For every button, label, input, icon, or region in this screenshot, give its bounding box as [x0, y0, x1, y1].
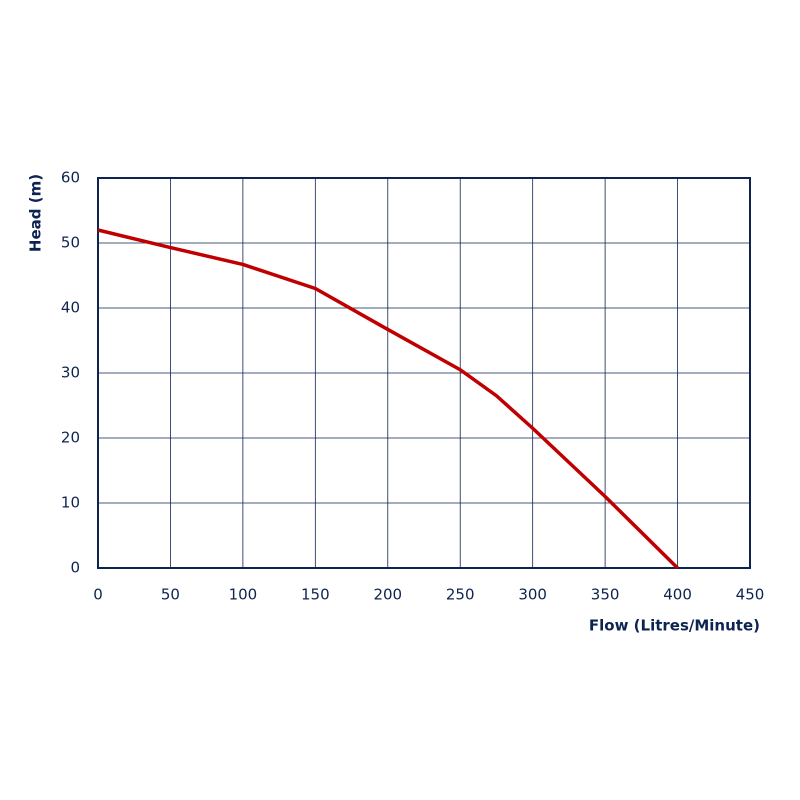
plot-border: [97, 177, 751, 569]
x-tick-label: 100: [229, 586, 258, 604]
x-tick-label: 250: [446, 586, 475, 604]
x-tick-label: 350: [591, 586, 620, 604]
y-tick-label: 50: [61, 234, 80, 252]
x-tick-label: 400: [663, 586, 692, 604]
y-tick-label: 10: [61, 494, 80, 512]
x-tick-label: 50: [161, 586, 180, 604]
y-tick-label: 40: [61, 299, 80, 317]
x-tick-label: 450: [736, 586, 765, 604]
x-tick-label: 0: [93, 586, 103, 604]
y-tick-label: 20: [61, 429, 80, 447]
x-tick-label: 200: [373, 586, 402, 604]
y-tick-label: 0: [70, 559, 80, 577]
y-axis-title: Head (m): [27, 174, 45, 252]
x-tick-label: 150: [301, 586, 330, 604]
x-axis-title: Flow (Litres/Minute): [589, 617, 760, 635]
x-tick-label: 300: [518, 586, 547, 604]
y-tick-label: 30: [61, 364, 80, 382]
data-line: [97, 228, 679, 570]
y-tick-label: 60: [61, 169, 80, 187]
